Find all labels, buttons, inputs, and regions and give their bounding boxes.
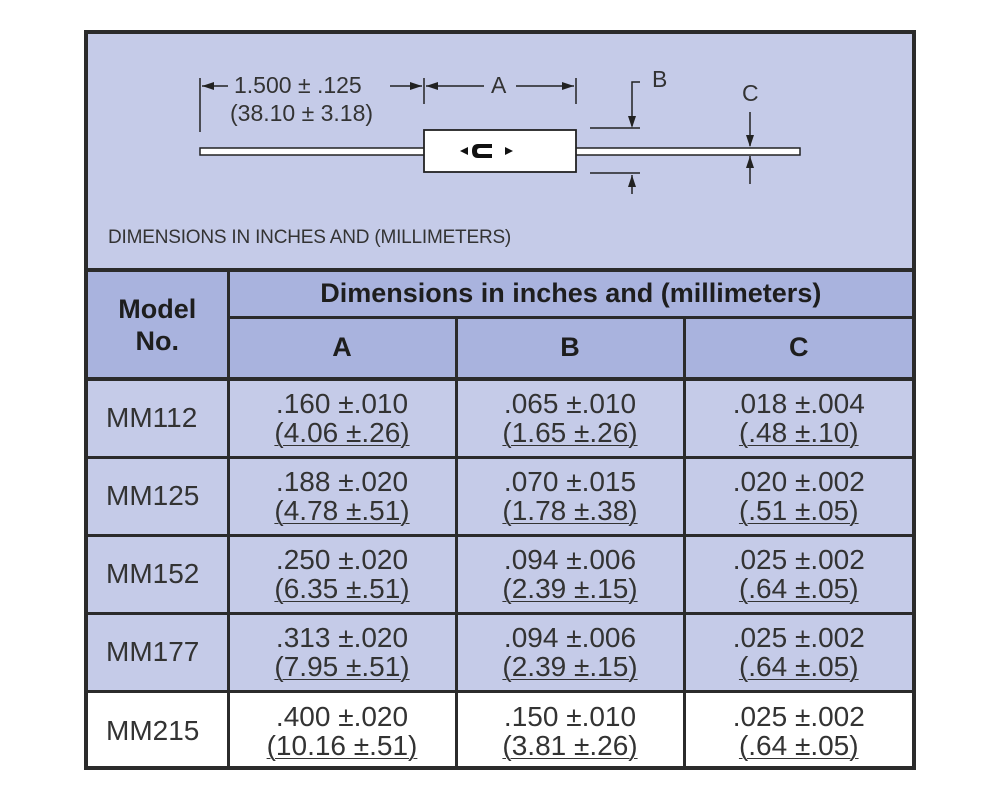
left-lead-wire [199,147,427,156]
dimension-spec-panel: 1.500 ± .125 (38.10 ± 3.18) A B C DIMENS… [84,30,916,770]
arrow-down-icon [746,135,754,147]
dimensions-table-container: Model No. Dimensions in inches and (mill… [88,268,912,766]
dimensions-table: Model No. Dimensions in inches and (mill… [88,272,912,766]
table-row: MM215 .400 ±.020 (10.16 ±.51) .150 ±.010(… [88,691,912,766]
dimension-c-cell: .025 ±.002 (.64 ±.05) [684,613,912,693]
inch-value: .150 ±.010 [503,700,637,732]
overall-length-inches: 1.500 ± .125 [234,72,362,98]
dimension-b-cell: .094 ±.006 (2.39 ±.15) [456,613,686,693]
inch-value: .250 ±.020 [275,544,409,575]
mm-value: (.51 ±.05) [738,495,859,526]
component-drawing: 1.500 ± .125 (38.10 ± 3.18) A B C DIMENS… [88,34,912,268]
model-number-cell: MM152 [88,535,230,615]
arrow-up-icon [628,175,636,187]
model-number-cell: MM125 [88,457,230,537]
table-row: MM112 .160 ±.010 (4.06 ±.26) .065 ±.010 (1… [88,379,912,459]
inch-value: .020 ±.002 [732,466,865,497]
mm-value: (2.39 ±.15) [502,573,638,604]
model-number-cell: MM177 [88,613,230,693]
table-row: MM152 .250 ±.020 (6.35 ±.51) .094 ±.006 (2… [88,535,912,615]
dimension-c-cell: .025 ±.002 (.64 ±.05) [684,535,912,615]
arrow-down-icon [628,116,636,128]
column-header-a: A [228,317,458,381]
dimension-label-c: C [742,80,759,106]
inch-value: .160 ±.010 [275,388,409,420]
dimensions-group-header: Dimensions in inches and (millimeters) [228,272,912,319]
mm-value: (4.06 ±.26) [274,417,410,449]
overall-length-millimeters: (38.10 ± 3.18) [230,100,374,126]
mm-value: (.64 ±.05) [738,573,859,604]
mm-value: (4.78 ±.51) [274,495,410,526]
arrow-left-icon [202,82,214,90]
model-number-header-text: Model No. [118,293,197,356]
dimension-label-a: A [491,72,507,98]
arrow-up-icon [746,156,754,168]
mm-value: (.64 ±.05) [738,651,859,682]
mm-value: (.48 ±.10) [738,417,859,449]
dimension-label-b: B [652,66,668,92]
mm-value: (10.16 ±.51) [266,729,418,761]
inch-value: .188 ±.020 [275,466,409,497]
dimension-b-cell: .094 ±.006 (2.39 ±.15) [456,535,686,615]
logo-mark-icon [460,144,513,158]
drawing-caption: DIMENSIONS IN INCHES AND (MILLIMETERS) [108,227,512,248]
table-row: MM177 .313 ±.020 (7.95 ±.51) .094 ±.006 (2… [88,613,912,693]
component-body [423,129,577,173]
inch-value: .070 ±.015 [503,466,637,497]
dimension-b-cell: .065 ±.010 (1.65 ±.26) [456,379,686,459]
mm-value: (1.78 ±.38) [502,495,638,526]
arrow-left-icon [426,82,438,90]
mm-value: (6.35 ±.51) [274,573,410,604]
arrow-right-icon [410,82,422,90]
inch-value: .400 ±.020 [275,700,409,732]
arrow-right-icon [562,82,574,90]
inch-value: .025 ±.002 [732,622,865,653]
dimension-b-cell: .150 ±.010 (3.81 ±.26) [456,691,686,766]
model-number-cell: MM215 [88,691,230,766]
column-header-c: C [684,317,912,381]
mm-value: (2.39 ±.15) [502,651,638,682]
dimension-a-cell: .400 ±.020 (10.16 ±.51) [228,691,458,766]
component-outline-drawing [199,78,801,194]
model-number-header: Model No. [88,272,230,381]
dimension-a-cell: .250 ±.020 (6.35 ±.51) [228,535,458,615]
dimension-c-cell: .020 ±.002 (.51 ±.05) [684,457,912,537]
mm-value: (1.65 ±.26) [502,417,638,449]
inch-value: .025 ±.002 [732,544,865,575]
inch-value: .094 ±.006 [503,544,637,575]
dimension-a-cell: .188 ±.020 (4.78 ±.51) [228,457,458,537]
inch-value: .094 ±.006 [503,622,637,653]
column-header-b: B [456,317,686,381]
dimension-c-cell: .018 ±.004 (.48 ±.10) [684,379,912,459]
mm-value: (3.81 ±.26) [502,729,638,761]
table-row: MM125 .188 ±.020 (4.78 ±.51) .070 ±.015 (1… [88,457,912,537]
right-lead-wire [573,147,801,156]
inch-value: .065 ±.010 [503,388,637,420]
inch-value: .025 ±.002 [732,700,865,732]
inch-value: .313 ±.020 [275,622,409,653]
inch-value: .018 ±.004 [732,388,865,420]
model-number-cell: MM112 [88,379,230,459]
mm-value: (7.95 ±.51) [274,651,410,682]
mm-value: (.64 ±.05) [738,729,859,761]
dimension-b-cell: .070 ±.015 (1.78 ±.38) [456,457,686,537]
dimension-a-cell: .313 ±.020 (7.95 ±.51) [228,613,458,693]
dimension-c-cell: .025 ±.002 (.64 ±.05) [684,691,912,766]
dimension-a-cell: .160 ±.010 (4.06 ±.26) [228,379,458,459]
